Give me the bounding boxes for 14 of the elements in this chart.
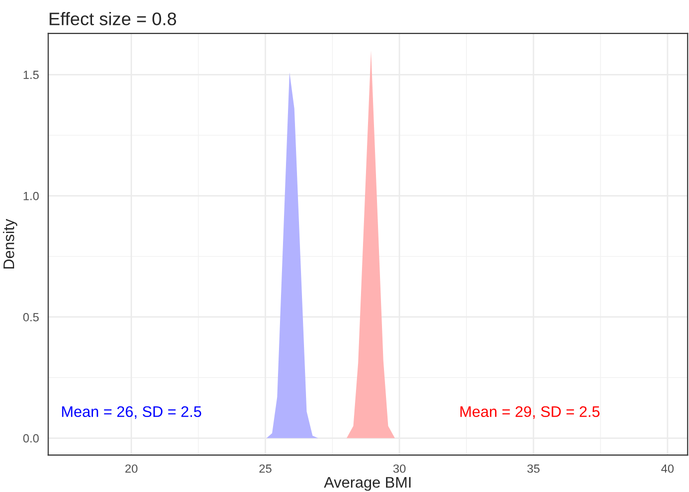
chart-title: Effect size = 0.8: [50, 12, 176, 26]
y-tick-label: 1.0: [24, 192, 39, 200]
x-tick-label: 25: [259, 464, 272, 473]
annotation: Mean = 29, SD = 2.5: [460, 406, 600, 419]
x-tick-label: 40: [661, 464, 674, 473]
x-axis-title: Average BMI: [324, 477, 411, 491]
y-tick-label: 0.0: [23, 434, 39, 443]
y-axis-title: Density: [2, 218, 18, 268]
y-tick-label: 0.5: [23, 313, 39, 322]
annotation: Mean = 26, SD = 2.5: [62, 406, 202, 419]
x-tick-label: 35: [527, 464, 540, 473]
x-tick-label: 20: [125, 464, 138, 473]
y-tick-label: 1.5: [24, 70, 39, 80]
x-tick-label: 30: [393, 464, 406, 473]
